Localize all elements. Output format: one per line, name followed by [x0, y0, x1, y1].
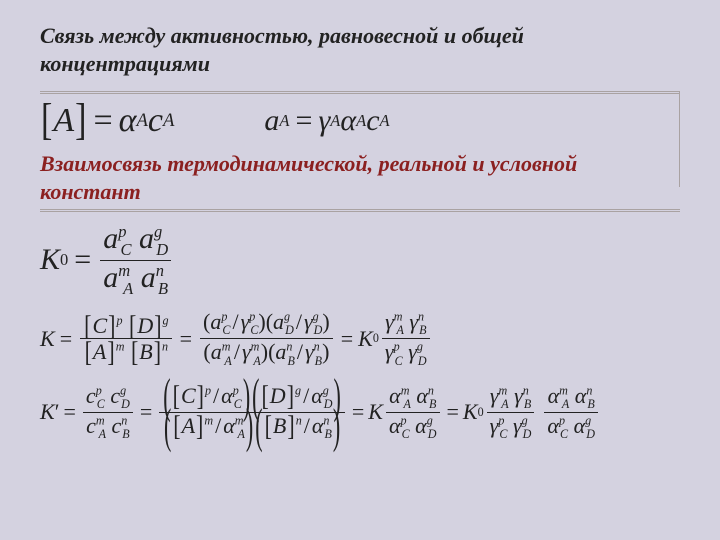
- c: c: [148, 102, 163, 140]
- frac: γmA γnB γpC γgD: [487, 383, 535, 443]
- sub-A: A: [136, 110, 147, 132]
- heading: Связь между активностью, равновесной и о…: [40, 22, 680, 77]
- a: a: [264, 104, 279, 138]
- eq-K0: K0 = apC agD amA anB: [40, 222, 680, 299]
- equals: =: [93, 102, 112, 140]
- gamma: γ: [318, 104, 330, 138]
- frac: (apC/γpC)(agD/γgD) (amA/γmA)(anB/γnB): [200, 309, 333, 369]
- sub-A: A: [163, 110, 174, 132]
- frac: [C]p [D]g [A]m [B]n: [80, 313, 171, 365]
- frac: αmA αnB αpC αgD: [544, 383, 598, 443]
- frac: cpC cgD cmA cnB: [83, 383, 133, 443]
- c: c: [366, 104, 379, 138]
- sub-A: A: [356, 111, 366, 131]
- equation-row-1: [ A ] = αA cA aA = γA αA cA: [40, 102, 680, 140]
- K: K: [40, 243, 60, 277]
- frac: ([C]p/αpC) ([D]g/αgD) ([A]m/αmA) ([B]n/α…: [159, 383, 345, 443]
- sub-A: A: [330, 111, 340, 131]
- frac: apC agD amA anB: [100, 222, 171, 299]
- frac: γmA γnB γpC γgD: [382, 309, 430, 369]
- eq-K: K = [C]p [D]g [A]m [B]n = (apC/γpC)(agD/…: [40, 309, 680, 369]
- equals: =: [74, 243, 91, 277]
- eq-activity-a: aA = γA αA cA: [264, 104, 389, 138]
- sup-0: 0: [60, 250, 68, 270]
- var-A: A: [53, 102, 74, 140]
- alpha: α: [119, 102, 137, 140]
- sub-A: A: [380, 111, 390, 131]
- lbracket: [: [41, 96, 52, 145]
- eq-Kprime: K′ = cpC cgD cmA cnB = ([C]p/αpC) ([D]g/…: [40, 383, 680, 443]
- K: K: [40, 326, 55, 352]
- eq-activity-bracket: [ A ] = αA cA: [40, 102, 174, 140]
- rule-top: [40, 91, 680, 94]
- sub-A: A: [279, 111, 289, 131]
- subheading: Взаимосвязь термодинамической, реальной …: [40, 150, 680, 205]
- equals: =: [296, 104, 313, 138]
- rule-mid: [40, 209, 680, 212]
- alpha: α: [340, 104, 356, 138]
- slide: Связь между активностью, равновесной и о…: [0, 0, 720, 442]
- frac: αmA αnB αpC αgD: [386, 383, 440, 443]
- rbracket: ]: [75, 96, 86, 145]
